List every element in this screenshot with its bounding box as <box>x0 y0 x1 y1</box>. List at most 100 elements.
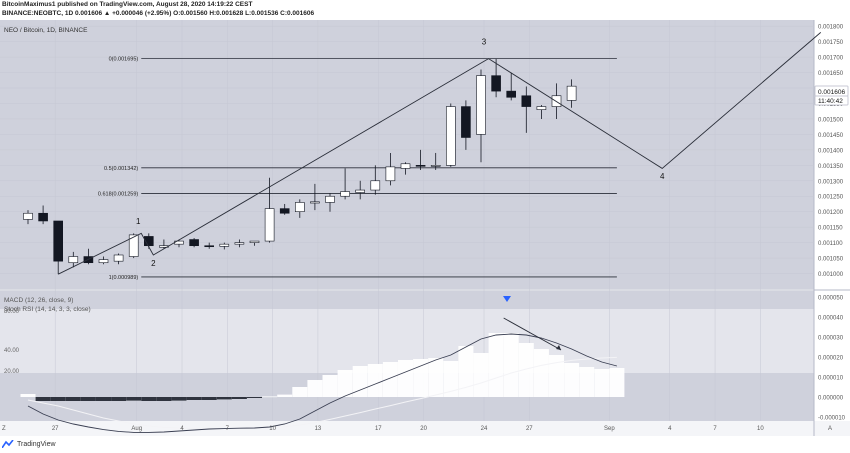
histogram-bar-positive <box>609 368 625 397</box>
candle-up <box>219 243 230 247</box>
time-axis-bar <box>0 421 850 436</box>
candle-down <box>189 239 199 247</box>
candle-up <box>340 191 350 197</box>
macd-title: MACD (12, 26, close, 9) <box>4 297 73 304</box>
histogram-bar-negative <box>141 397 157 401</box>
candle-up <box>68 256 79 264</box>
macd-tick-label: 0.000040 <box>818 316 844 322</box>
candle-up <box>370 180 381 191</box>
time-tick-label: 13 <box>315 426 322 432</box>
histogram-bar-positive <box>337 370 353 397</box>
publisher-line: BitcoinMaximus1 published on TradingView… <box>2 1 253 8</box>
signal-marker-icon <box>503 296 511 302</box>
price-tick-label: 0.001450 <box>818 133 844 139</box>
fib-level-label: 1(0.000989) <box>109 275 139 281</box>
histogram-bar-positive <box>262 396 278 398</box>
histogram-bar-positive <box>533 349 549 397</box>
histogram-bar-positive <box>549 355 564 397</box>
footer: TradingView <box>2 440 56 448</box>
histogram-bar-positive <box>352 366 368 397</box>
macd-tick-label: 0.000050 <box>818 296 844 302</box>
candle-up <box>234 242 245 245</box>
price-tick-label: 0.001200 <box>818 210 844 216</box>
price-tick-label: 0.001750 <box>818 40 844 46</box>
histogram-bar-negative <box>50 397 66 401</box>
histogram-bar-negative <box>216 397 232 400</box>
price-tick-label: 0.001500 <box>818 117 844 123</box>
histogram-bar-positive <box>382 362 398 397</box>
histogram-bar-negative <box>35 397 51 401</box>
histogram-bar-negative <box>65 397 81 401</box>
wave-label: 2 <box>151 259 156 268</box>
time-tick-label: Aug <box>131 426 142 432</box>
histogram-bar-positive <box>277 394 293 397</box>
macd-tick-label: 0.000000 <box>818 396 844 402</box>
time-tick-label: 27 <box>526 426 533 432</box>
price-tick-label: 0.001050 <box>818 257 844 263</box>
candle-up <box>400 163 411 169</box>
elliott-wave-path <box>58 32 822 275</box>
histogram-bar-positive <box>488 333 504 397</box>
chart-title: NEO / Bitcoin, 1D, BINANCE <box>4 27 88 34</box>
histogram-bar-positive <box>413 359 429 397</box>
price-tick-label: 0.001350 <box>818 164 844 170</box>
macd-line <box>27 333 618 433</box>
candle-down <box>521 95 532 107</box>
time-tick-label: 7 <box>226 426 230 432</box>
stoch-tick-label: 40.00 <box>4 348 20 354</box>
candle-up <box>98 259 109 264</box>
histogram-bar-positive <box>594 369 610 397</box>
price-tick-label: 0.001250 <box>818 195 844 201</box>
candle-up <box>249 240 260 243</box>
macd-tick-label: -0.000010 <box>818 416 846 422</box>
fib-level-label: 0.618(0.001259) <box>98 191 139 197</box>
stoch-tick-label: 80.00 <box>4 309 20 315</box>
arrow-head-icon <box>556 345 562 350</box>
histogram-bar-positive <box>443 361 459 397</box>
price-tick-label: 0.001150 <box>818 226 843 232</box>
histogram-bar-positive <box>307 380 323 397</box>
histogram-bar-positive <box>564 363 580 397</box>
time-tick-label: 20 <box>420 426 427 432</box>
wave-label: 3 <box>482 38 487 47</box>
macd-tick-label: 0.000030 <box>818 336 844 342</box>
macd-down-arrow <box>503 317 562 351</box>
candle-up <box>264 208 275 242</box>
macd-histogram <box>20 333 625 401</box>
price-tick-label: 0.001300 <box>818 179 844 185</box>
wave-label: 4 <box>660 172 665 181</box>
price-tick-label: 0.001650 <box>818 71 844 77</box>
macd-tick-label: 0.000020 <box>818 356 844 362</box>
candle-down <box>491 75 501 92</box>
candle-up <box>23 212 33 220</box>
time-tick-label: 24 <box>481 426 488 432</box>
histogram-bar-positive <box>20 394 36 397</box>
histogram-bar-positive <box>518 343 534 397</box>
price-tick-label: 0.001100 <box>818 241 843 247</box>
histogram-bar-positive <box>428 358 444 397</box>
histogram-bar-negative <box>201 397 217 400</box>
histogram-bar-negative <box>247 397 262 398</box>
time-tick-label: 17 <box>375 426 382 432</box>
histogram-bar-positive <box>458 346 474 397</box>
candle-up <box>566 85 577 101</box>
price-tick-label: 0.001400 <box>818 148 844 154</box>
histogram-bar-positive <box>503 333 519 397</box>
candle-down <box>415 165 426 167</box>
histogram-bar-positive <box>579 367 595 397</box>
candle-up <box>536 106 547 110</box>
candle-up <box>128 234 139 257</box>
time-tick-label: 10 <box>269 426 276 432</box>
histogram-bar-positive <box>292 387 308 397</box>
auto-scale-button[interactable]: A <box>828 426 832 432</box>
stoch-rsi-title: Stoch RSI (14, 14, 3, 3, close) <box>4 306 91 313</box>
candle-down <box>204 245 214 248</box>
time-tick-label: Sep <box>604 426 615 432</box>
histogram-bar-negative <box>186 397 202 400</box>
zoom-z-button[interactable]: Z <box>2 426 6 432</box>
candle-down <box>506 90 517 98</box>
histogram-bar-positive <box>322 375 338 397</box>
candle-down <box>53 220 64 262</box>
candle-up <box>476 75 486 135</box>
